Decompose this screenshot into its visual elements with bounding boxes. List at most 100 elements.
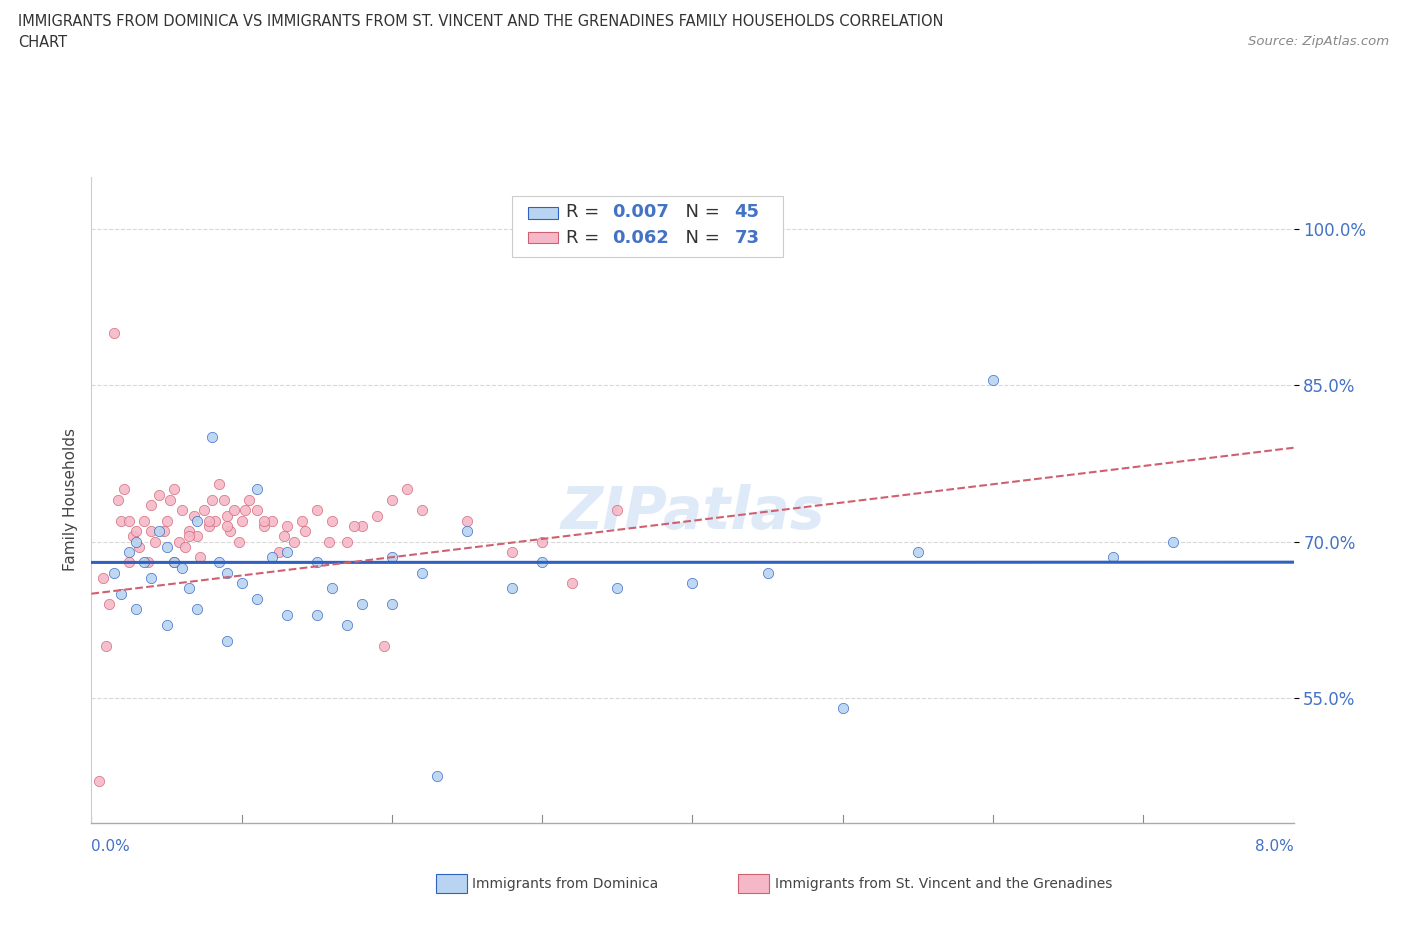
Point [501,545,523,560]
Point [173,539,195,554]
Text: CHART: CHART [18,35,67,50]
Point [215,633,238,648]
Point [141,571,163,586]
Point [103,565,125,580]
Point [231,576,253,591]
Point [93,571,115,586]
Point [381,597,404,612]
Point [114,482,136,497]
Point [103,326,125,340]
Point [456,513,478,528]
Point [260,513,283,528]
Point [246,482,269,497]
Point [107,493,129,508]
Point [238,493,260,508]
Point [218,524,240,538]
Point [756,565,779,580]
Point [118,513,141,528]
Point [208,477,231,492]
Point [456,524,478,538]
Point [531,534,554,549]
Point [1102,550,1125,565]
Text: Immigrants from St. Vincent and the Grenadines: Immigrants from St. Vincent and the Gren… [775,876,1112,891]
Point [159,493,181,508]
Point [291,513,314,528]
Point [269,545,291,560]
Point [276,519,298,534]
Point [177,529,200,544]
Point [318,534,340,549]
FancyBboxPatch shape [527,207,558,219]
Point [197,513,219,528]
Point [224,503,246,518]
Point [155,618,177,632]
Y-axis label: Family Households: Family Households [62,429,77,571]
Point [321,581,343,596]
Point [163,555,186,570]
Point [321,513,343,528]
Point [170,503,193,518]
Point [276,545,298,560]
Text: 8.0%: 8.0% [1254,839,1294,854]
Point [132,555,155,570]
Point [305,607,328,622]
Point [336,618,359,632]
Point [336,534,359,549]
Point [204,513,226,528]
Point [132,513,155,528]
Point [260,550,283,565]
Point [981,373,1004,388]
Point [305,555,328,570]
Point [208,555,231,570]
Point [343,519,366,534]
Point [98,597,121,612]
Point [395,482,418,497]
Point [253,519,276,534]
Point [276,607,298,622]
Point [531,555,554,570]
Point [606,581,628,596]
Point [110,513,132,528]
Point [143,534,166,549]
Point [125,524,148,538]
Point [231,513,253,528]
Text: R =: R = [567,229,605,247]
FancyBboxPatch shape [512,196,783,258]
Text: Source: ZipAtlas.com: Source: ZipAtlas.com [1249,35,1389,48]
Point [253,513,276,528]
Point [228,534,250,549]
Text: 0.0%: 0.0% [91,839,131,854]
Point [197,519,219,534]
Point [501,581,523,596]
Point [96,638,118,653]
Point [152,524,174,538]
Point [561,576,583,591]
Point [163,482,186,497]
Point [177,524,200,538]
Point [1161,534,1184,549]
Point [381,493,404,508]
Point [215,519,238,534]
Text: IMMIGRANTS FROM DOMINICA VS IMMIGRANTS FROM ST. VINCENT AND THE GRENADINES FAMIL: IMMIGRANTS FROM DOMINICA VS IMMIGRANTS F… [18,14,943,29]
Text: R =: R = [567,204,605,221]
Point [188,550,211,565]
Point [118,545,141,560]
Point [681,576,703,591]
Point [201,493,224,508]
Point [246,591,269,606]
Point [411,503,433,518]
Point [350,519,373,534]
Point [87,774,110,789]
Point [246,503,269,518]
Point [110,586,132,601]
Point [606,503,628,518]
Point [907,545,929,560]
Point [215,508,238,523]
Point [201,430,224,445]
Point [373,638,395,653]
Point [381,550,404,565]
Point [186,513,208,528]
Text: 0.007: 0.007 [612,204,669,221]
Point [186,602,208,617]
Point [155,513,177,528]
